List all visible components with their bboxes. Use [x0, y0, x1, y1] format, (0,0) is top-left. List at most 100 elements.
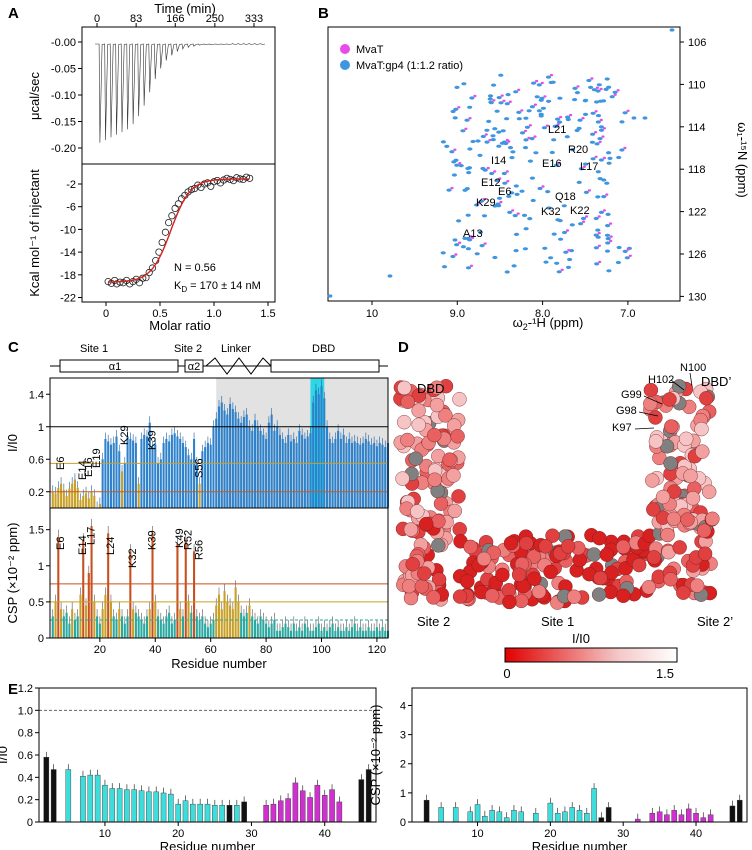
c-upper-bar	[378, 443, 381, 508]
d-atom-sphere	[699, 391, 714, 406]
b-mvat-peak	[500, 94, 504, 97]
b-complex-peak	[490, 134, 496, 138]
a-data-point	[148, 264, 157, 272]
b-xtick-label: 8.0	[535, 308, 550, 320]
c-upper-bar	[356, 443, 359, 508]
b-complex-peak	[486, 119, 492, 123]
c-upper-bar	[292, 438, 295, 508]
c-lower-bar	[303, 623, 306, 638]
c-upper-bar	[90, 491, 93, 508]
b-complex-peak	[565, 115, 571, 119]
c-label-alpha1: α1	[109, 361, 121, 373]
b-complex-peak	[496, 196, 503, 200]
b-complex-peak	[572, 98, 578, 102]
c-label-site1: Site 1	[80, 343, 108, 355]
b-complex-peak	[594, 262, 600, 266]
b-mvat-peak	[595, 86, 600, 89]
b-complex-peak	[505, 93, 511, 97]
c-upper-bar	[306, 436, 309, 508]
b-complex-peak	[451, 173, 457, 177]
b-ytick-label: 118	[688, 164, 706, 176]
b-peak-label: E6	[498, 186, 511, 198]
b-complex-peak	[487, 97, 493, 101]
c-upper-bar	[101, 459, 104, 508]
b-complex-peak	[574, 91, 581, 95]
c-lower-bar	[159, 619, 162, 638]
c-lower-bar	[356, 630, 359, 638]
b-complex-peak	[548, 256, 554, 260]
b-mvat-peak	[613, 93, 617, 96]
c-lower-bar	[71, 609, 74, 638]
b-legend-complex: MvaT:gp4 (1:1.2 ratio)	[356, 60, 463, 72]
c-lower-bar	[256, 623, 259, 638]
c-upper-bar	[217, 406, 221, 508]
e-bar	[160, 792, 167, 823]
c-lower-bar	[181, 616, 185, 638]
c-xtick-label: 60	[205, 644, 217, 656]
d-atom-sphere	[560, 539, 576, 554]
c-upper-bar	[231, 408, 234, 508]
b-complex-peak	[595, 228, 601, 232]
e-ytick-label: 2	[400, 759, 406, 771]
panel-letter-e: E	[8, 681, 18, 698]
d-atom-sphere	[438, 408, 453, 423]
c-upper-ytick-label: 0.2	[29, 487, 44, 499]
e-bar	[87, 774, 94, 823]
c-upper-bar	[51, 491, 54, 508]
c-upper-bar	[323, 398, 326, 508]
c-upper-bar	[157, 463, 160, 508]
b-legend-mvat: MvaT	[356, 44, 384, 56]
d-atom-sphere	[452, 589, 468, 604]
d-protein-structure-image	[393, 379, 720, 610]
c-upper-bar	[209, 444, 212, 508]
b-complex-peak	[465, 213, 471, 217]
b-complex-peak	[604, 77, 610, 81]
b-complex-peak	[529, 137, 535, 141]
b-mvat-peak	[602, 127, 607, 130]
d-atom-sphere	[452, 522, 467, 537]
b-complex-peak	[524, 125, 531, 129]
d-atom-sphere	[429, 397, 445, 413]
c-upper-bar	[350, 443, 354, 508]
b-complex-peak	[536, 83, 542, 87]
b-complex-peak	[491, 83, 497, 87]
b-complex-peak	[546, 206, 552, 210]
c-upper-bar	[234, 412, 237, 508]
b-mvat-peak	[569, 113, 573, 117]
panel-letter-a: A	[8, 5, 19, 22]
a-data-point	[165, 218, 173, 227]
b-complex-peak	[446, 188, 452, 192]
c-lower-bar	[309, 630, 312, 638]
c-lower-ylabel: CSP (×10⁻² ppm)	[5, 523, 20, 624]
b-mvat-peak	[597, 244, 602, 247]
c-upper-bar	[348, 438, 351, 508]
c-upper-bar	[278, 434, 281, 508]
c-lower-bar	[253, 619, 257, 638]
c-helix2-box	[184, 359, 204, 373]
c-upper-bar	[364, 438, 367, 508]
b-complex-peak	[506, 194, 512, 198]
b-peak-label: R20	[568, 144, 588, 156]
d-atom-sphere	[616, 539, 631, 555]
b-complex-peak	[595, 170, 601, 174]
e-ytick-label: 0.2	[18, 795, 33, 807]
c-lower-bar	[187, 601, 190, 638]
d-atom-sphere	[572, 552, 587, 568]
b-complex-peak	[474, 203, 480, 207]
b-mvat-peak	[609, 239, 613, 243]
b-complex-peak	[565, 117, 571, 122]
b-complex-peak	[521, 213, 528, 217]
b-mvat-peak	[468, 117, 472, 120]
c-lower-bar	[195, 616, 198, 638]
c-upper-bar	[270, 414, 273, 508]
d-pointer-k97	[634, 427, 655, 430]
c-upper-bar	[312, 402, 315, 508]
d-atom-sphere	[567, 589, 582, 604]
d-atom-sphere	[403, 522, 419, 537]
b-complex-peak	[642, 116, 648, 120]
e-bar	[65, 769, 72, 823]
b-complex-peak	[576, 180, 582, 184]
c-upper-bar	[220, 402, 223, 508]
b-complex-peak	[606, 151, 612, 155]
c-lower-bar	[273, 619, 276, 638]
